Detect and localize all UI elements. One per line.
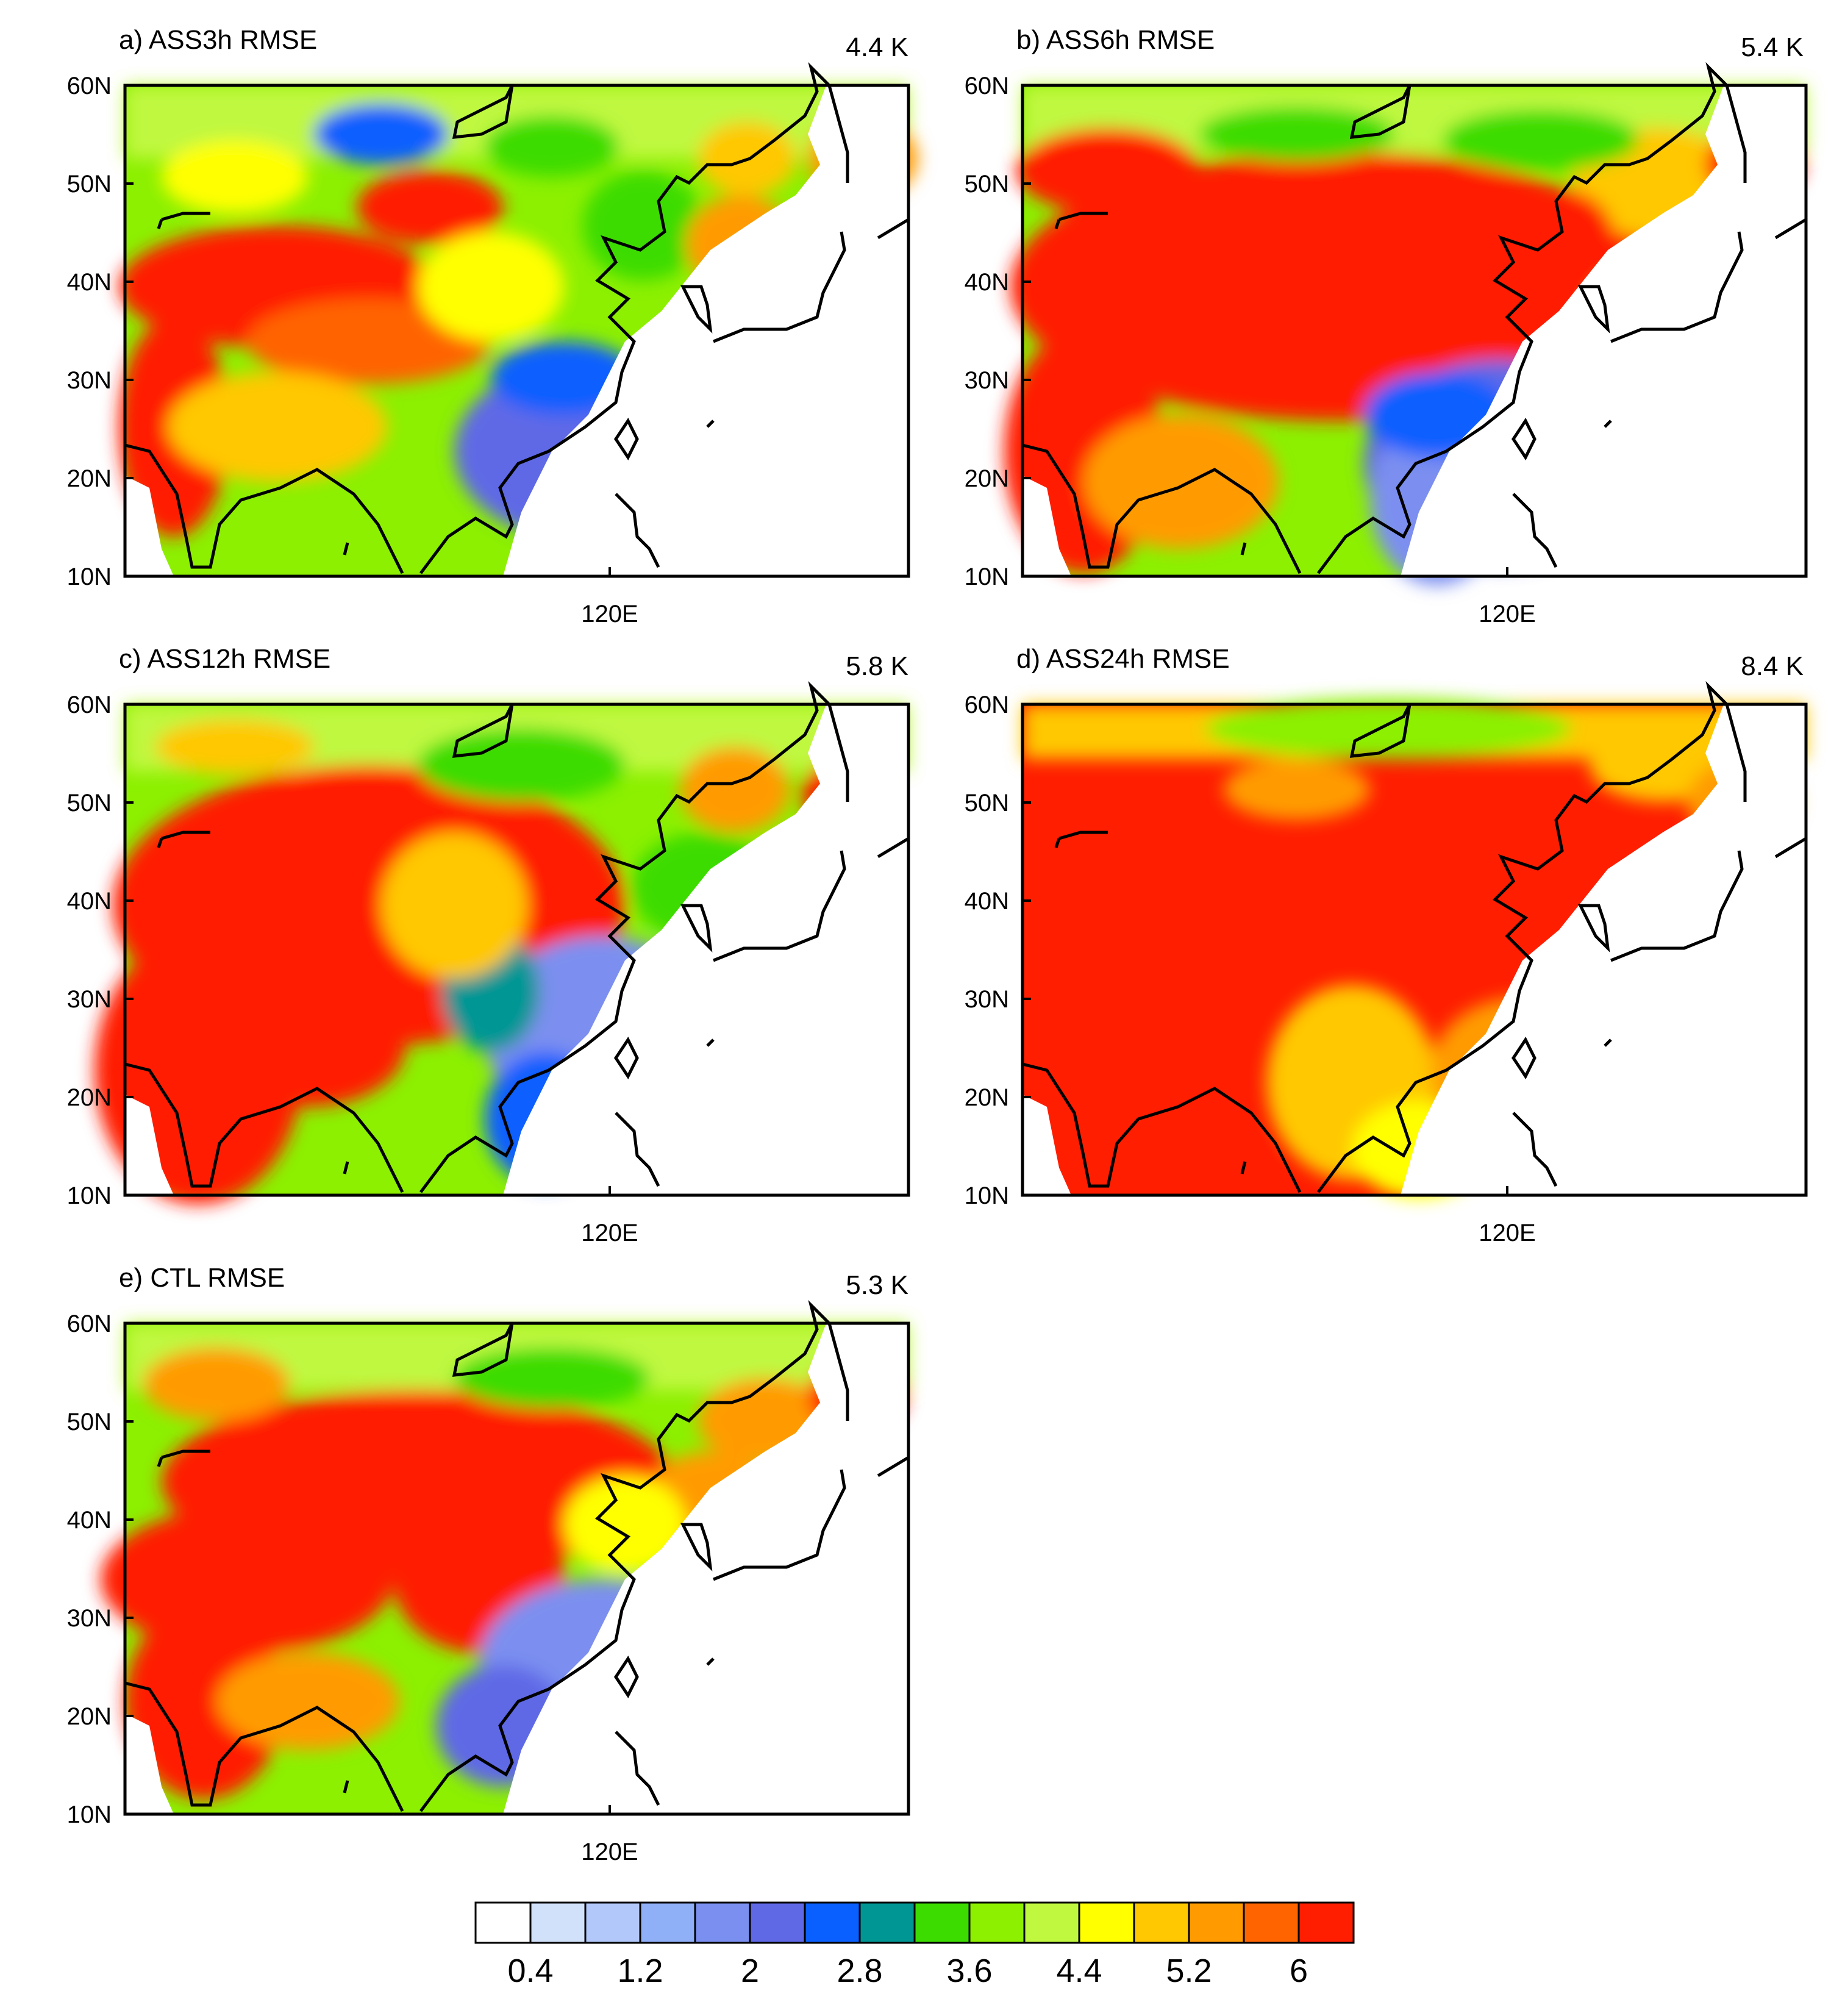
field-c <box>95 704 908 1204</box>
colorbar-swatch <box>913 1901 971 1944</box>
colorbar-swatch <box>1188 1901 1245 1944</box>
map-panel-e: e) CTL RMSE 5.3 K <box>101 1263 910 1816</box>
colorbar-swatch <box>1133 1901 1190 1944</box>
y-tick-label: 20N <box>67 1084 112 1111</box>
y-tick-label: 30N <box>67 986 112 1013</box>
y-tick-label: 30N <box>965 986 1009 1013</box>
colorbar-swatch <box>639 1901 696 1944</box>
map-panel-b: b) ASS6h RMSE 5.4 K <box>1004 25 1808 585</box>
y-tick-label: 50N <box>965 790 1009 817</box>
coastline-e <box>124 1299 910 1812</box>
colorbar-swatch <box>1243 1901 1300 1944</box>
y-tick-label: 60N <box>67 73 112 99</box>
colorbar-swatch <box>1297 1901 1355 1944</box>
colorbar: 0.4 1.2 2 2.8 3.6 4.4 5.2 6 <box>474 1901 1355 1989</box>
panel-value-e: 5.3 K <box>846 1270 908 1300</box>
y-tick-label: 30N <box>67 367 112 394</box>
panel-title-b: b) ASS6h RMSE <box>1016 25 1215 55</box>
coastline-d <box>1022 681 1807 1193</box>
y-tick-label: 60N <box>965 692 1009 718</box>
y-tick-label: 40N <box>67 1507 112 1534</box>
x-tick-label: 120E <box>581 601 638 627</box>
colorbar-swatch <box>584 1901 641 1944</box>
colorbar-swatch <box>529 1901 587 1944</box>
y-tick-label: 40N <box>965 888 1009 915</box>
panel-title-d: d) ASS24h RMSE <box>1016 644 1230 674</box>
plot-frame-a <box>123 84 910 578</box>
colorbar-swatch <box>858 1901 916 1944</box>
y-tick-label: 20N <box>67 1703 112 1730</box>
colorbar-label: 0.4 <box>507 1953 553 1989</box>
plot-frame-b <box>1021 84 1808 578</box>
coastline-c <box>124 681 910 1193</box>
field-a <box>119 85 918 576</box>
x-tick-label: 120E <box>1479 601 1535 627</box>
plot-frame-e <box>123 1321 910 1816</box>
y-tick-label: 60N <box>67 1310 112 1337</box>
map-panel-d: d) ASS24h RMSE 8.4 K <box>1016 644 1808 1198</box>
x-tick-label: 120E <box>581 1220 638 1246</box>
y-tick-label: 40N <box>67 888 112 915</box>
panel-title-e: e) CTL RMSE <box>119 1263 285 1293</box>
colorbar-swatch <box>749 1901 806 1944</box>
field-d <box>1023 698 1806 1198</box>
y-tick-label: 60N <box>67 692 112 718</box>
plot-frame-d <box>1021 702 1808 1197</box>
panel-value-c: 5.8 K <box>846 651 908 681</box>
y-tick-label: 10N <box>965 563 1009 590</box>
colorbar-label: 2.8 <box>837 1953 882 1989</box>
colorbar-label: 2 <box>741 1953 759 1989</box>
colorbar-label: 1.2 <box>617 1953 663 1989</box>
map-panel-c: c) ASS12h RMSE 5.8 K <box>95 644 910 1204</box>
colorbar-swatch <box>804 1901 861 1944</box>
axis-labels: 60N 50N 40N 30N 20N 10N 120E 60N 50N 40N 30N 20N 10N… <box>67 73 1536 1865</box>
y-tick-label: 10N <box>67 1801 112 1828</box>
y-tick-label: 40N <box>67 269 112 296</box>
map-panel-a: a) ASS3h RMSE 4.4 K <box>119 25 918 578</box>
y-tick-label: 20N <box>965 465 1009 492</box>
y-tick-label: 10N <box>965 1182 1009 1209</box>
y-tick-label: 50N <box>67 790 112 817</box>
colorbar-swatch <box>1078 1901 1135 1944</box>
panel-title-a: a) ASS3h RMSE <box>119 25 317 55</box>
coastline-b <box>1022 62 1807 574</box>
y-tick-label: 50N <box>67 171 112 198</box>
x-tick-label: 120E <box>1479 1220 1535 1246</box>
colorbar-swatch <box>474 1901 532 1944</box>
y-tick-label: 40N <box>965 269 1009 296</box>
colorbar-swatch <box>694 1901 751 1944</box>
panel-value-a: 4.4 K <box>846 32 908 62</box>
panel-value-b: 5.4 K <box>1741 32 1804 62</box>
y-tick-label: 30N <box>67 1605 112 1632</box>
colorbar-swatch <box>968 1901 1026 1944</box>
y-tick-label: 20N <box>67 465 112 492</box>
panel-value-d: 8.4 K <box>1741 651 1804 681</box>
y-tick-label: 20N <box>965 1084 1009 1111</box>
plot-frame-c <box>123 702 910 1197</box>
panel-title-c: c) ASS12h RMSE <box>119 644 330 674</box>
y-tick-label: 50N <box>965 171 1009 198</box>
y-tick-label: 10N <box>67 563 112 590</box>
y-tick-label: 50N <box>67 1409 112 1435</box>
colorbar-label: 5.2 <box>1166 1953 1212 1989</box>
y-tick-label: 30N <box>965 367 1009 394</box>
colorbar-label: 6 <box>1290 1953 1308 1989</box>
colorbar-label: 3.6 <box>946 1953 992 1989</box>
y-tick-label: 60N <box>965 73 1009 99</box>
x-tick-label: 120E <box>581 1839 638 1865</box>
y-tick-label: 10N <box>67 1182 112 1209</box>
colorbar-label: 4.4 <box>1056 1953 1102 1989</box>
coastline-a <box>124 62 910 574</box>
colorbar-swatch <box>1023 1901 1080 1944</box>
